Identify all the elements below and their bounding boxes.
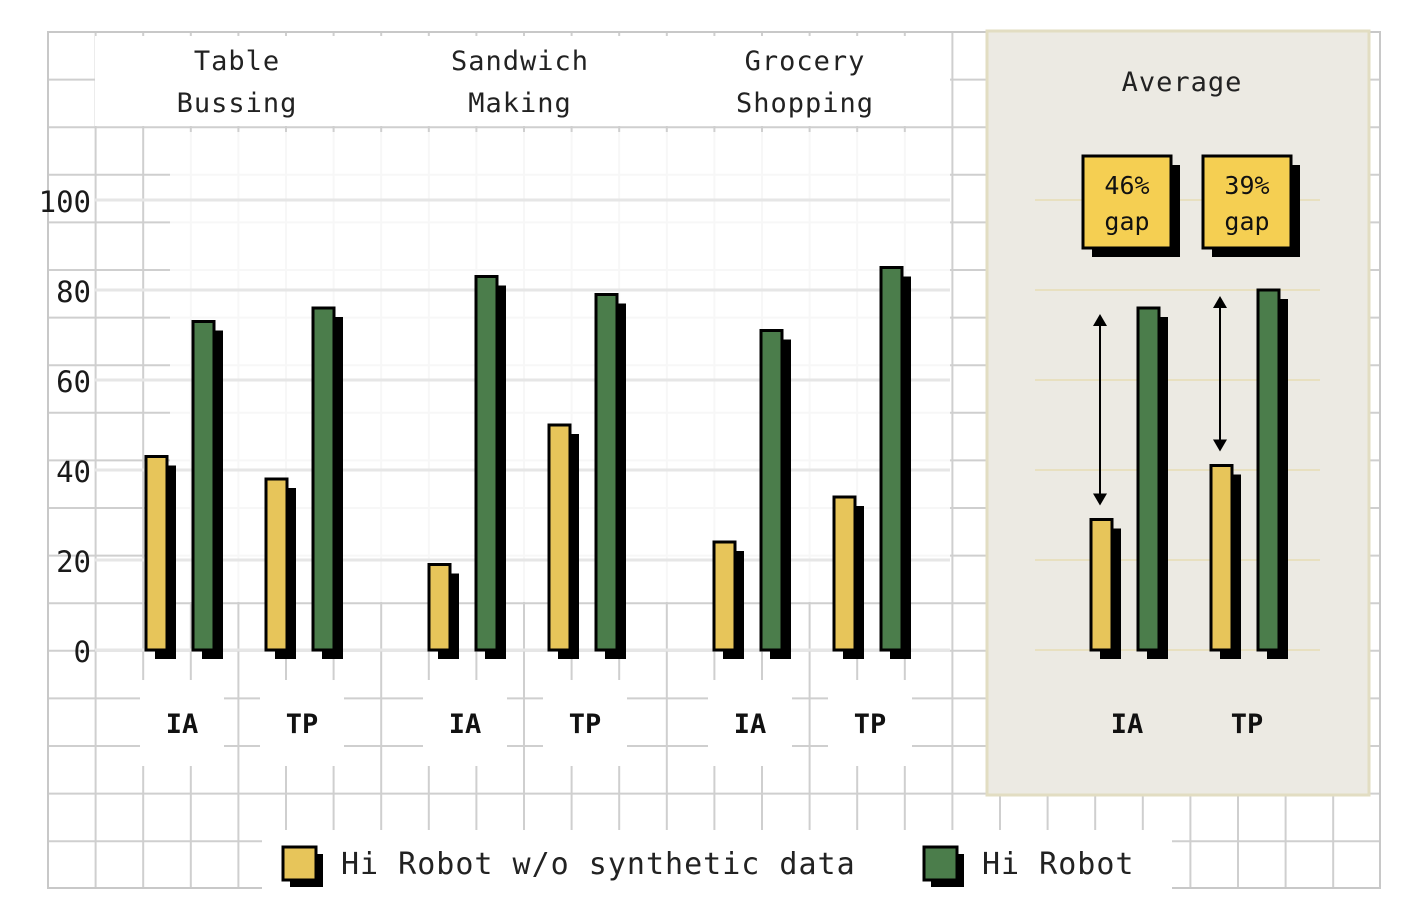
bar — [264, 477, 289, 652]
group-title: Table — [194, 46, 280, 77]
legend-swatch — [281, 845, 318, 882]
gap-callout — [1081, 154, 1173, 250]
x-label-backing — [423, 680, 507, 766]
bar — [1136, 306, 1161, 652]
x-label-backing — [260, 680, 344, 766]
group-title: Shopping — [736, 88, 874, 119]
y-tick-label: 40 — [56, 455, 91, 489]
y-axis: 0 20 40 60 80 100 — [39, 185, 91, 669]
legend-swatch — [922, 845, 959, 882]
x-tick-label: TP — [854, 709, 887, 740]
x-tick-label: TP — [1231, 709, 1264, 740]
x-tick-label: TP — [569, 709, 602, 740]
x-label-backing — [708, 680, 792, 766]
gap-callout-text: 46% — [1104, 171, 1149, 200]
y-tick-label: 20 — [56, 545, 91, 579]
title-band — [95, 36, 950, 126]
gap-callout-text: gap — [1104, 207, 1149, 236]
bar — [1089, 518, 1114, 652]
x-axis: IA TP IA TP IA TP IA TP — [140, 680, 1263, 766]
x-tick-label: TP — [286, 709, 319, 740]
legend: Hi Robot w/o synthetic data Hi Robot — [262, 830, 1172, 890]
group-title: Average — [1122, 67, 1243, 98]
bar — [759, 329, 784, 652]
x-label-backing — [828, 680, 912, 766]
group-titles: Table Bussing Sandwich Making Grocery Shoppin… — [177, 46, 1243, 119]
legend-label: Hi Robot w/o synthetic data — [341, 847, 856, 882]
bar — [191, 320, 216, 652]
gap-annotations: 46% gap 39% gap — [1081, 154, 1300, 506]
x-label-backing — [140, 680, 224, 766]
bars — [144, 266, 1288, 659]
bar — [832, 495, 857, 652]
y-tick-label: 0 — [74, 635, 91, 669]
bar — [427, 563, 452, 652]
value-gridlines — [95, 198, 1320, 652]
gap-callout-text: gap — [1224, 207, 1269, 236]
x-tick-label: IA — [1111, 709, 1144, 740]
bar — [547, 423, 572, 652]
bar — [594, 293, 619, 652]
bar — [712, 540, 737, 652]
x-tick-label: IA — [449, 709, 482, 740]
bar — [474, 275, 499, 652]
gap-arrow-head-down — [1093, 493, 1107, 506]
gap-callout-text: 39% — [1224, 171, 1269, 200]
bar — [1209, 464, 1234, 652]
gap-arrow-head-up — [1093, 314, 1107, 326]
legend-label: Hi Robot — [982, 847, 1135, 882]
group-title: Making — [468, 88, 572, 119]
group-title: Bussing — [177, 88, 298, 119]
x-label-backing — [543, 680, 627, 766]
x-tick-label: IA — [734, 709, 767, 740]
bar — [1256, 288, 1281, 652]
gap-callout — [1201, 154, 1293, 250]
y-tick-label: 100 — [39, 185, 91, 219]
bar — [144, 455, 169, 652]
group-title: Sandwich — [451, 46, 589, 77]
bar — [879, 266, 904, 652]
gap-arrow-head-down — [1213, 439, 1227, 452]
y-tick-label: 80 — [56, 275, 91, 309]
x-tick-label: IA — [166, 709, 199, 740]
average-panel — [985, 29, 1371, 797]
bar — [311, 306, 336, 652]
gap-arrow-head-up — [1213, 296, 1227, 308]
legend-background — [262, 830, 1172, 890]
y-tick-label: 60 — [56, 365, 91, 399]
group-title: Grocery — [745, 46, 866, 77]
